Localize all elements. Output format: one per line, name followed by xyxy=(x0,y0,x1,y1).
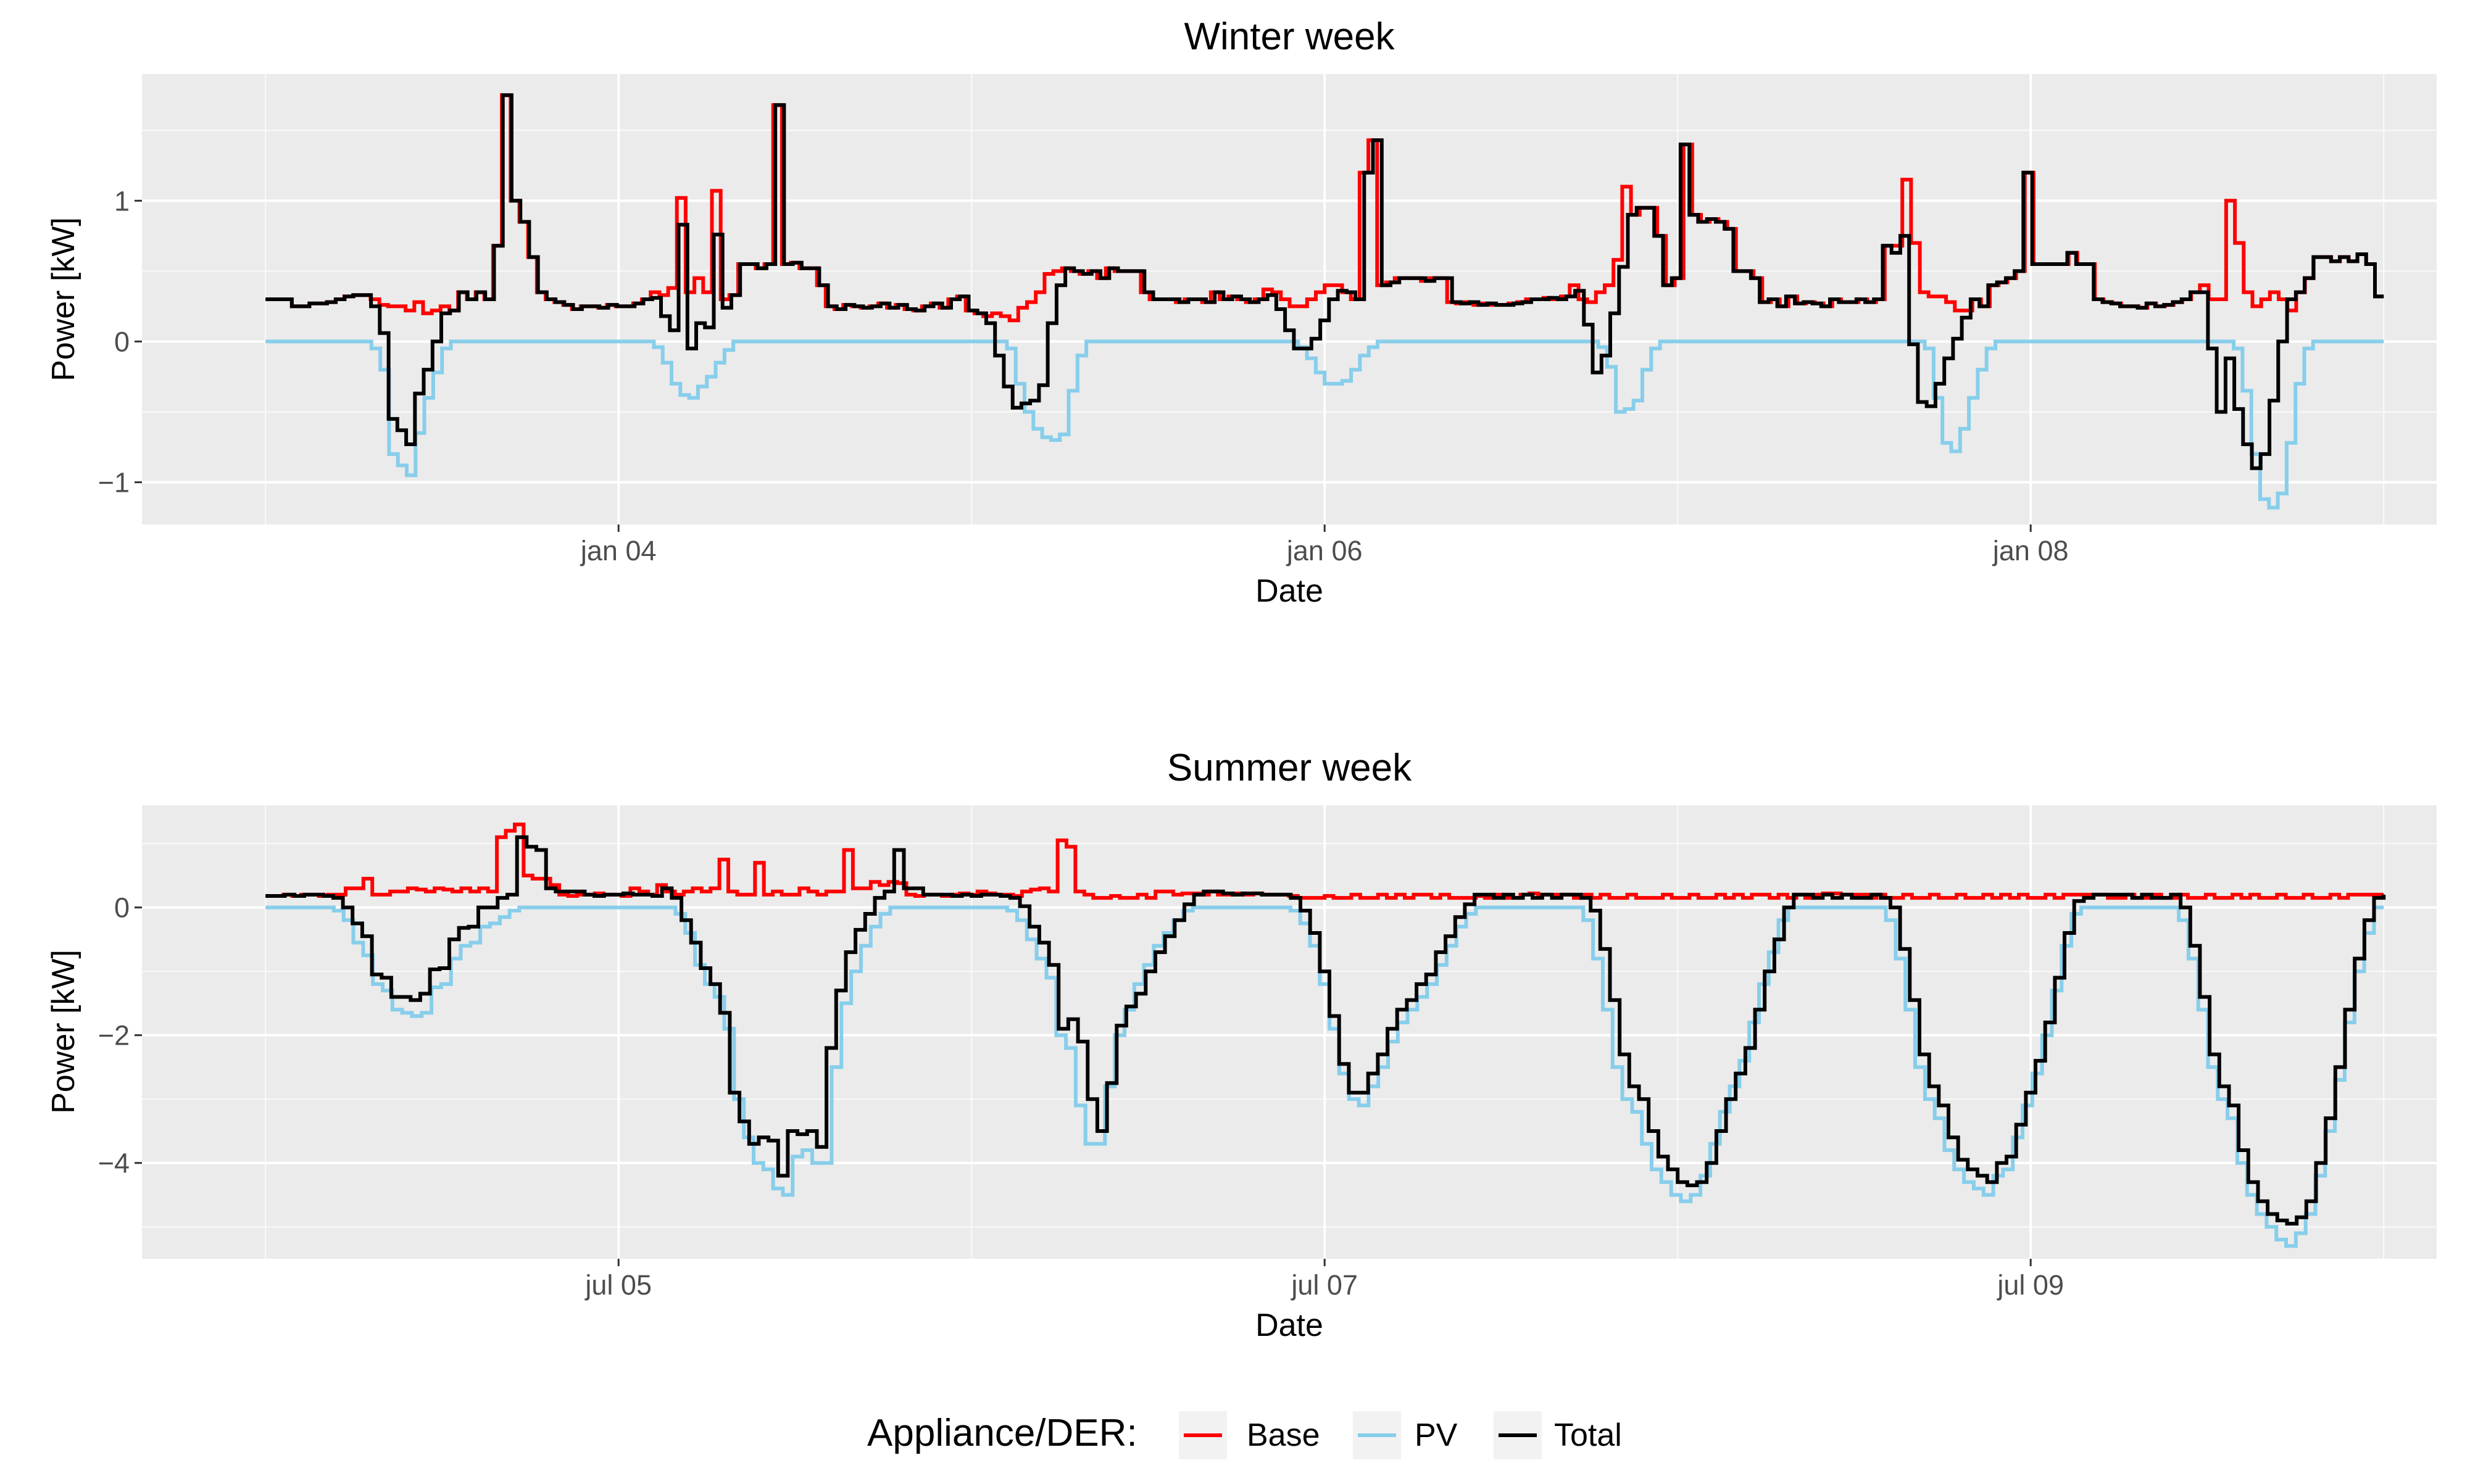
series-group-summer xyxy=(265,823,2386,1248)
legend-label-pv: PV xyxy=(1415,1417,1458,1453)
x-tick-label-winter: jan 06 xyxy=(1286,535,1363,566)
x-tick-label-summer: jul 07 xyxy=(1290,1269,1358,1301)
x-tick-label-winter: jan 08 xyxy=(1992,535,2069,566)
x-axis-label-summer: Date xyxy=(1255,1308,1323,1343)
y-tick-label-winter: 0 xyxy=(114,326,130,357)
legend-item-base: Base xyxy=(1179,1411,1320,1459)
series-line-total-summer xyxy=(265,835,2386,1226)
series-line-pv-summer xyxy=(265,905,2384,1248)
x-tick-label-summer: jul 05 xyxy=(584,1269,652,1301)
y-axis-label-winter: Power [kW] xyxy=(46,217,81,381)
legend-label-base: Base xyxy=(1247,1417,1320,1453)
legend-label-total: Total xyxy=(1554,1417,1622,1453)
y-tick-label-summer: −4 xyxy=(98,1148,130,1179)
y-tick-label-summer: 0 xyxy=(114,892,130,924)
y-tick-label-winter: 1 xyxy=(114,185,130,217)
series-line-total-winter xyxy=(265,93,2384,470)
legend-item-total: Total xyxy=(1494,1411,1622,1459)
chart-title-winter: Winter week xyxy=(1184,15,1395,58)
legend: Appliance/DER: Base PV Total xyxy=(867,1411,1622,1459)
y-tick-label-winter: −1 xyxy=(98,467,130,499)
legend-item-pv: PV xyxy=(1353,1411,1458,1459)
legend-title: Appliance/DER: xyxy=(867,1412,1137,1454)
series-line-pv-winter xyxy=(265,339,2384,510)
y-tick-label-summer: −2 xyxy=(98,1020,130,1051)
chart-title-summer: Summer week xyxy=(1167,747,1412,789)
x-tick-label-winter: jan 04 xyxy=(580,535,657,566)
x-tick-label-summer: jul 09 xyxy=(1996,1269,2064,1301)
plot-background-summer xyxy=(142,805,2437,1259)
y-axis-label-summer: Power [kW] xyxy=(46,950,81,1114)
series-group-winter xyxy=(265,93,2384,510)
x-axis-label-winter: Date xyxy=(1255,573,1323,609)
